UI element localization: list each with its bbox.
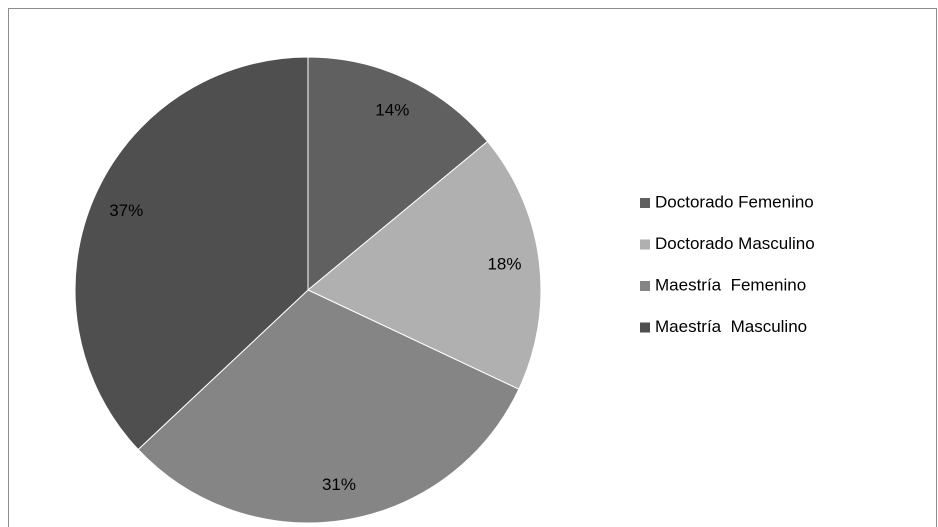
legend-swatch: [640, 198, 650, 208]
data-label: 37%: [109, 201, 143, 220]
legend-swatch: [640, 281, 650, 291]
legend-label: Maestría Femenino: [655, 275, 806, 294]
legend-swatch: [640, 239, 650, 250]
pie-slice: [307, 140, 542, 390]
pie-slice: [137, 289, 520, 524]
legend-label: Doctorado Femenino: [655, 192, 814, 211]
legend-label: Doctorado Masculino: [655, 234, 815, 253]
pie-slice: [74, 56, 309, 451]
legend-label: Maestría Masculino: [655, 317, 807, 336]
data-label: 31%: [322, 475, 356, 494]
data-label: 14%: [375, 100, 409, 119]
data-label: 18%: [487, 255, 521, 274]
pie-slice: [307, 56, 489, 292]
legend-swatch: [640, 322, 650, 333]
